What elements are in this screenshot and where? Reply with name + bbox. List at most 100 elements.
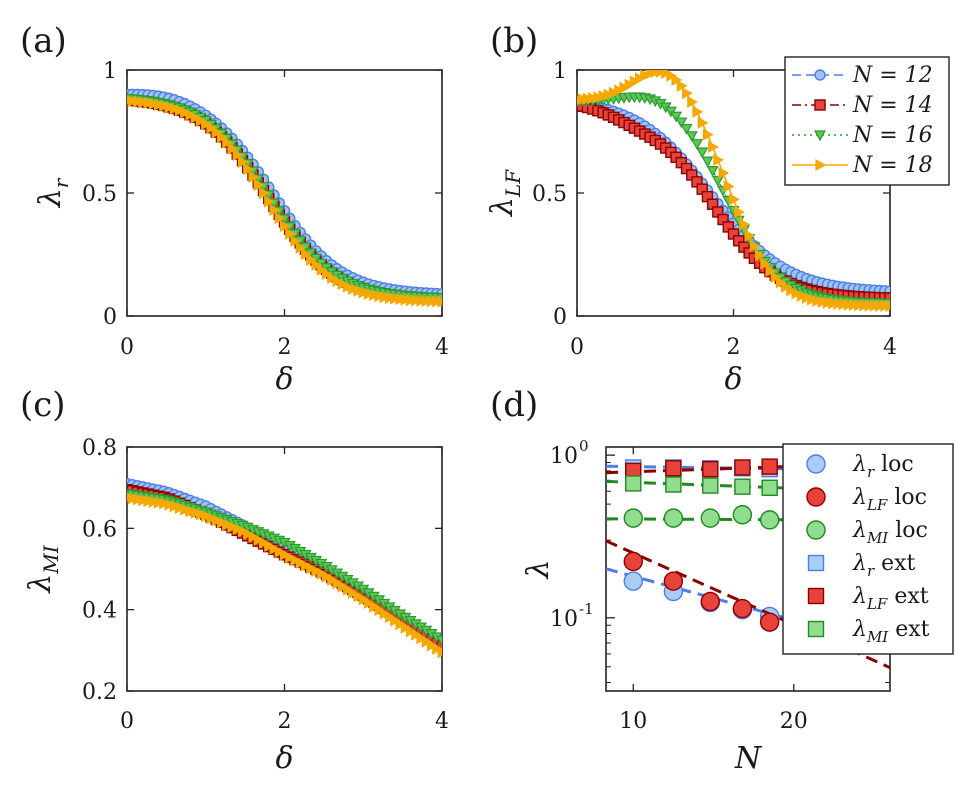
data-point xyxy=(859,299,871,312)
panel-label: (b) xyxy=(490,21,538,61)
y-axis-label-sub: LF xyxy=(501,169,525,198)
data-point xyxy=(405,625,417,638)
data-point xyxy=(711,175,724,187)
y-tick-label: 1 xyxy=(553,59,567,84)
data-point xyxy=(143,97,155,110)
data-point xyxy=(690,139,704,150)
data-point xyxy=(671,73,683,87)
legend-marker xyxy=(806,520,826,540)
data-point xyxy=(734,459,751,476)
legend-tag: loc xyxy=(887,485,927,510)
plot-area xyxy=(127,477,442,659)
legend-main: λ xyxy=(852,452,867,477)
data-point xyxy=(640,70,652,82)
data-point xyxy=(216,516,228,529)
data-point xyxy=(666,70,678,82)
x-tick-label: 4 xyxy=(435,709,449,734)
data-point xyxy=(353,590,365,603)
data-point xyxy=(426,295,438,308)
data-point xyxy=(400,621,412,634)
y-tick-base: 10 xyxy=(550,444,578,469)
data-point xyxy=(232,523,244,536)
x-tick-label: 2 xyxy=(278,709,292,734)
y-tick-label: 0.5 xyxy=(82,182,117,207)
data-point xyxy=(195,114,207,127)
data-point xyxy=(143,495,155,508)
plot-area xyxy=(127,88,442,308)
data-point xyxy=(739,218,751,231)
data-point xyxy=(279,220,291,233)
data-point xyxy=(316,263,328,276)
data-point xyxy=(665,476,682,493)
data-point xyxy=(332,275,344,288)
data-point xyxy=(828,297,839,310)
data-point xyxy=(416,632,428,645)
data-point xyxy=(174,104,186,117)
y-tick-exponent: 0 xyxy=(579,437,589,455)
x-axis-label: δ xyxy=(275,362,293,397)
legend-tag: loc xyxy=(888,518,928,543)
data-point xyxy=(227,520,239,533)
legend-sub: LF xyxy=(866,595,888,613)
data-point xyxy=(781,280,792,293)
data-point xyxy=(681,87,693,100)
legend-item: λLF ext xyxy=(807,584,929,613)
data-point xyxy=(791,287,803,300)
panel-3: (c) 0 2 4 0.2 0.4 0.6 0.8 δ λMI xyxy=(20,385,449,776)
data-point xyxy=(759,612,780,632)
data-point xyxy=(833,297,845,310)
data-point xyxy=(732,505,753,525)
data-point xyxy=(421,635,433,648)
data-point xyxy=(353,284,365,297)
data-point xyxy=(311,259,323,272)
data-point xyxy=(801,291,813,304)
data-point xyxy=(400,293,412,306)
legend-sub: LF xyxy=(866,496,888,514)
data-point xyxy=(624,78,636,91)
data-point xyxy=(614,84,625,97)
data-point xyxy=(206,121,218,134)
y-axis-label-main: λ xyxy=(485,197,520,217)
data-point xyxy=(625,475,642,492)
data-point xyxy=(258,187,270,200)
y-tick-label: 1 xyxy=(103,59,117,84)
data-point xyxy=(132,493,144,506)
legend-marker xyxy=(807,587,825,605)
legend-marker xyxy=(814,99,826,111)
data-point xyxy=(363,287,375,300)
data-point xyxy=(358,593,370,606)
legend-item: λr ext xyxy=(807,551,916,580)
y-axis-label: λLF xyxy=(485,169,525,217)
data-point xyxy=(435,635,442,647)
data-point xyxy=(358,286,370,299)
data-point xyxy=(670,111,683,123)
data-point xyxy=(744,229,756,242)
data-point xyxy=(680,123,693,135)
legend-label: λr loc xyxy=(852,452,914,481)
data-point xyxy=(582,92,594,105)
data-point xyxy=(274,545,286,558)
legend-label: λMI loc xyxy=(852,518,928,547)
data-point xyxy=(222,136,233,149)
y-axis-label-main: λ xyxy=(23,574,58,594)
data-point xyxy=(708,140,719,154)
data-point xyxy=(342,280,354,293)
data-point xyxy=(812,294,824,307)
y-tick-label: 0.4 xyxy=(82,599,117,624)
data-point xyxy=(337,580,349,593)
legend-sub: MI xyxy=(866,628,889,646)
data-point xyxy=(598,90,610,103)
data-point xyxy=(321,570,333,583)
data-point xyxy=(765,264,777,277)
data-point xyxy=(843,298,855,311)
legend-item: λr loc xyxy=(806,452,914,481)
series-n14 xyxy=(127,94,442,305)
x-tick-label: 0 xyxy=(570,335,584,360)
data-point xyxy=(761,479,778,496)
y-axis-label: λ xyxy=(521,559,556,579)
data-point xyxy=(685,131,698,143)
data-point xyxy=(285,227,296,240)
legend-label: λLF loc xyxy=(852,485,927,514)
data-point xyxy=(390,292,401,305)
data-point xyxy=(411,294,422,307)
